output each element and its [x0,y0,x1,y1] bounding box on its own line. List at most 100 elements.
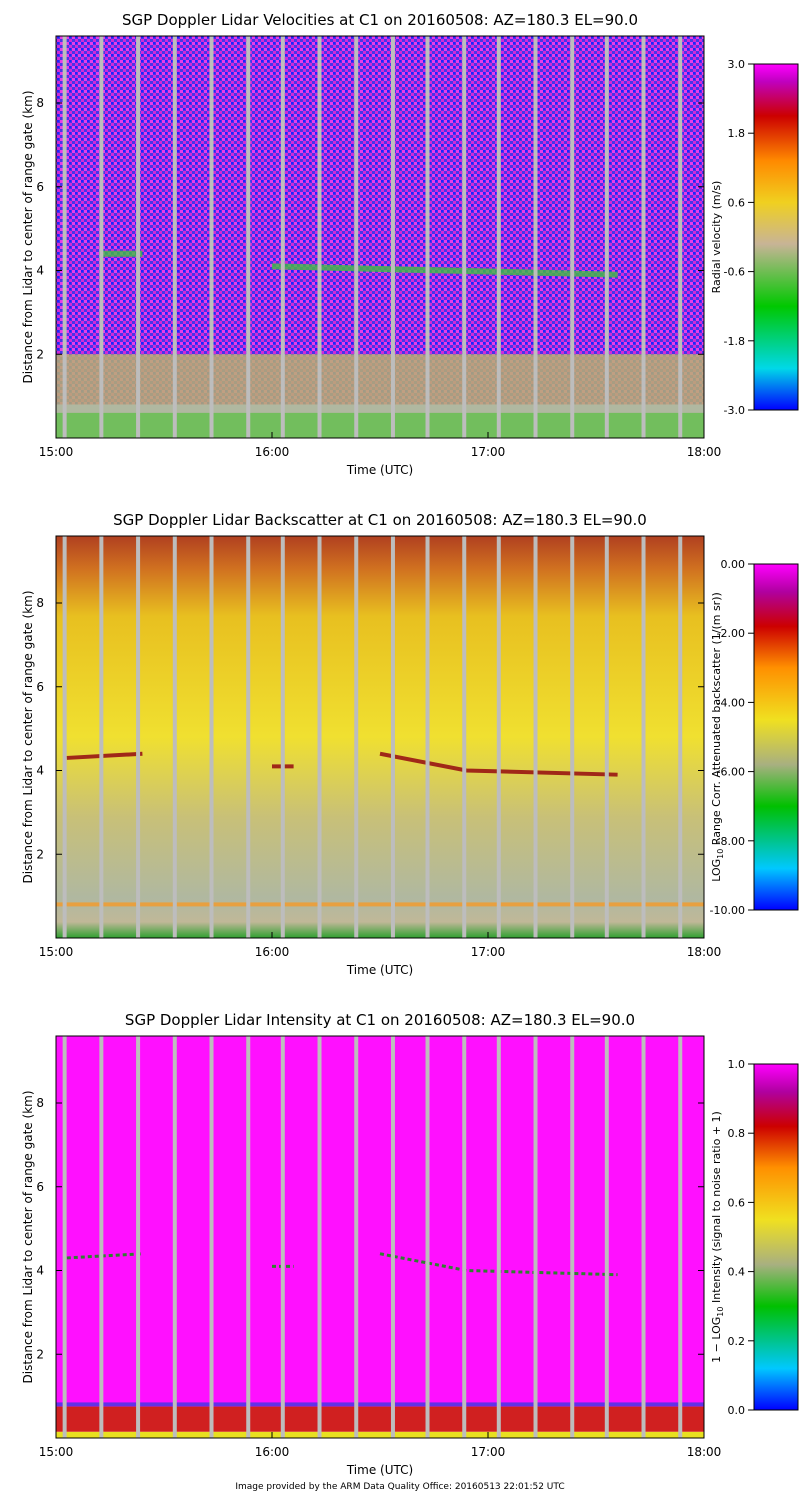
backscatter-data-gap-10 [425,536,430,938]
backscatter-data-gap-5 [246,536,251,938]
intensity-panel: SGP Doppler Lidar Intensity at C1 on 201… [0,1000,800,1500]
velocity-data-gap-14 [570,36,575,438]
intensity-xlabel: Time (UTC) [346,1463,413,1477]
intensity-ytick-label: 6 [36,1180,44,1194]
velocity-ytick-label: 6 [36,180,44,194]
velocity-data-gap-7 [317,36,322,438]
velocity-xtick-label: 16:00 [255,445,290,459]
intensity-data-gap-13 [533,1036,538,1438]
velocity-ytick-label: 8 [36,96,44,110]
velocity-data-gap-2 [136,36,141,438]
backscatter-data-gap-17 [678,536,683,938]
intensity-data-gap-11 [462,1036,467,1438]
velocity-ytick-label: 2 [36,347,44,361]
backscatter-colorbar-tick: -2.00 [717,627,745,640]
intensity-xtick-label: 16:00 [255,1445,290,1459]
intensity-title: SGP Doppler Lidar Intensity at C1 on 201… [125,1011,635,1029]
backscatter-xtick-label: 17:00 [471,945,506,959]
intensity-surface-layer [56,1431,704,1438]
velocity-data-gap-5 [246,36,251,438]
backscatter-xtick-label: 15:00 [39,945,74,959]
velocity-data-gap-11 [462,36,467,438]
intensity-colorbar-tick: 0.4 [728,1266,746,1279]
intensity-data-gap-0 [62,1036,67,1438]
velocity-colorbar-tick: 0.6 [728,196,746,209]
intensity-data-gap-5 [246,1036,251,1438]
velocity-data-gap-13 [533,36,538,438]
velocity-colorbar-tick: 3.0 [728,58,746,71]
intensity-data-gap-7 [317,1036,322,1438]
intensity-xtick-label: 15:00 [39,1445,74,1459]
intensity-data-gap-12 [496,1036,501,1438]
intensity-xtick-label: 17:00 [471,1445,506,1459]
velocity-plot-frame [55,35,705,439]
backscatter-colorbar-tick: -10.00 [710,904,745,917]
intensity-ytick-label: 8 [36,1096,44,1110]
backscatter-plot-frame [55,535,705,939]
intensity-data-gap-17 [678,1036,683,1438]
velocity-data-gap-15 [604,36,609,438]
backscatter-colorbar-tick: -6.00 [717,766,745,779]
backscatter-panel: SGP Doppler Lidar Backscatter at C1 on 2… [0,500,800,1000]
velocity-colorbar-tick: -3.0 [724,404,745,417]
intensity-data-gap-8 [354,1036,359,1438]
velocity-data-gap-1 [99,36,104,438]
velocity-ylabel: Distance from Lidar to center of range g… [21,90,35,383]
backscatter-data-gap-6 [280,536,285,938]
intensity-data-gap-9 [390,1036,395,1438]
velocity-data-gap-17 [678,36,683,438]
footer-credit: Image provided by the ARM Data Quality O… [235,1482,565,1492]
backscatter-data-gap-15 [604,536,609,938]
velocity-xtick-label: 17:00 [471,445,506,459]
velocity-data-gap-8 [354,36,359,438]
backscatter-data-gap-7 [317,536,322,938]
velocity-data-gap-12 [496,36,501,438]
intensity-data-gap-2 [136,1036,141,1438]
backscatter-ytick-label: 8 [36,596,44,610]
intensity-boundary-layer-top [56,1402,704,1407]
intensity-chart: SGP Doppler Lidar Intensity at C1 on 201… [21,1011,799,1477]
velocity-colorbar-tick: -0.6 [724,266,745,279]
backscatter-data-gap-1 [99,536,104,938]
intensity-colorbar [753,1063,799,1411]
velocity-colorbar [753,63,799,411]
intensity-data-gap-3 [172,1036,177,1438]
backscatter-colorbar [753,563,799,911]
intensity-plot-frame [55,1035,705,1439]
backscatter-ytick-label: 2 [36,847,44,861]
velocity-xtick-label: 18:00 [687,445,722,459]
intensity-data-gap-10 [425,1036,430,1438]
intensity-ytick-label: 4 [36,1264,44,1278]
backscatter-colorbar-tick: 0.00 [721,558,746,571]
intensity-ylabel: Distance from Lidar to center of range g… [21,1090,35,1383]
velocity-xlabel: Time (UTC) [346,463,413,477]
backscatter-chart: SGP Doppler Lidar Backscatter at C1 on 2… [21,511,799,977]
backscatter-title: SGP Doppler Lidar Backscatter at C1 on 2… [113,511,647,529]
intensity-data-gap-1 [99,1036,104,1438]
backscatter-data-gap-4 [209,536,214,938]
backscatter-data-gap-2 [136,536,141,938]
intensity-ytick-label: 2 [36,1347,44,1361]
velocity-data-gap-3 [172,36,177,438]
intensity-colorbar-tick: 0.2 [728,1335,746,1348]
backscatter-ytick-label: 4 [36,764,44,778]
backscatter-xtick-label: 16:00 [255,945,290,959]
backscatter-xlabel: Time (UTC) [346,963,413,977]
velocity-data-gap-10 [425,36,430,438]
backscatter-colorbar-tick: -4.00 [717,696,745,709]
intensity-colorbar-tick: 0.6 [728,1196,746,1209]
velocity-colorbar-tick: 1.8 [728,127,746,140]
backscatter-data-gap-16 [641,536,646,938]
velocity-panel: SGP Doppler Lidar Velocities at C1 on 20… [0,0,800,500]
intensity-data-gap-4 [209,1036,214,1438]
velocity-near-surface [56,412,704,438]
velocity-colorbar-tick: -1.8 [724,335,745,348]
velocity-data-gap-0 [62,36,67,438]
velocity-title: SGP Doppler Lidar Velocities at C1 on 20… [122,11,638,29]
backscatter-data-gap-11 [462,536,467,938]
intensity-colorbar-label: 1 − LOG10 Intensity (signal to noise rat… [710,1111,725,1363]
backscatter-field [56,536,704,938]
backscatter-data-gap-3 [172,536,177,938]
intensity-boundary-layer [56,1406,704,1432]
velocity-data-gap-16 [641,36,646,438]
